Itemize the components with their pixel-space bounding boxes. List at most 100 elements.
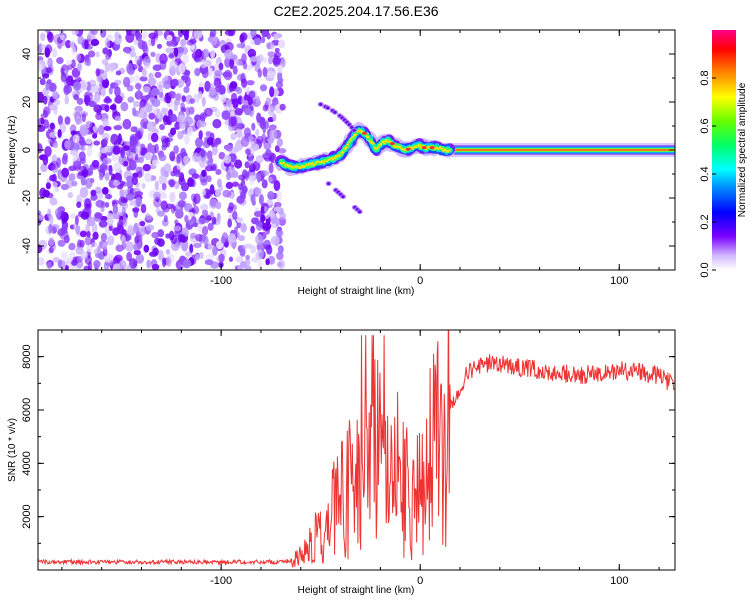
noise-blob [216, 212, 221, 222]
noise-blob [165, 95, 172, 104]
noise-blob [185, 76, 191, 88]
noise-blob [261, 223, 271, 232]
noise-blob [64, 140, 71, 150]
ridge-blob [305, 163, 308, 166]
noise-blob [267, 137, 274, 144]
noise-blob [225, 144, 233, 152]
noise-blob [87, 261, 93, 270]
noise-blob [260, 36, 266, 44]
branch-0-core [326, 106, 330, 110]
noise-blob [157, 249, 164, 261]
noise-blob [277, 261, 283, 268]
noise-blob [256, 172, 262, 183]
noise-blob [114, 86, 121, 97]
noise-blob [170, 234, 178, 245]
noise-blob [267, 70, 275, 78]
noise-blob [138, 227, 146, 237]
noise-blob [130, 126, 138, 133]
noise-blob [45, 30, 51, 34]
ridge-blob [314, 161, 317, 165]
noise-blob [259, 119, 267, 130]
noise-blob [57, 239, 66, 247]
spectrogram-xtick-label-2: 100 [610, 275, 628, 287]
branch-0-core [333, 111, 337, 114]
branch-1-core [341, 195, 345, 199]
noise-blob [201, 96, 206, 107]
branch-0-core [319, 103, 323, 106]
branch-0-core [350, 126, 354, 129]
noise-blob [254, 217, 260, 226]
noise-blob [177, 200, 186, 208]
spectrogram-ytick-label-3: 20 [21, 96, 33, 108]
noise-blob [277, 245, 284, 254]
noise-blob [47, 208, 52, 219]
noise-blob [70, 213, 76, 219]
noise-blob [125, 49, 131, 55]
noise-blob [225, 99, 232, 107]
noise-blob [50, 224, 60, 230]
noise-blob [236, 139, 242, 146]
noise-blob [48, 162, 56, 171]
ridge-blob [440, 147, 444, 150]
noise-blob [85, 177, 93, 189]
noise-blob [38, 91, 45, 103]
noise-blob [240, 261, 247, 268]
noise-blob [90, 189, 97, 197]
noise-blob [216, 240, 224, 250]
spectrogram-ylabel: Frequency (Hz) [7, 116, 18, 185]
ridge-blob [371, 142, 375, 145]
ridge-blob [313, 163, 316, 167]
noise-blob [85, 59, 91, 67]
noise-blob [263, 57, 268, 64]
noise-blob [230, 107, 236, 116]
noise-blob [150, 36, 156, 47]
noise-blob [114, 115, 122, 122]
noise-blob [67, 191, 74, 199]
noise-blob [275, 227, 283, 238]
noise-blob [277, 71, 283, 81]
noise-blob [211, 146, 218, 156]
ridge-peak-0 [361, 131, 367, 135]
noise-blob [114, 95, 123, 104]
noise-blob [205, 131, 212, 137]
noise-blob [197, 217, 206, 225]
noise-blob [113, 180, 121, 186]
noise-blob [81, 113, 86, 123]
noise-blob [98, 124, 105, 136]
noise-blob [181, 95, 186, 103]
noise-blob [111, 103, 117, 111]
noise-blob [72, 256, 78, 263]
noise-blob [175, 36, 181, 43]
noise-blob [93, 93, 101, 104]
ridge-blob [351, 136, 354, 139]
noise-blob [236, 122, 245, 130]
noise-blob [225, 181, 234, 189]
noise-blob [278, 39, 286, 49]
noise-blob [234, 159, 243, 169]
noise-blob [112, 145, 121, 155]
ridge-peak-3 [421, 146, 427, 150]
noise-blob [86, 146, 93, 157]
noise-blob [255, 95, 261, 104]
noise-blob [214, 137, 222, 145]
noise-blob [170, 127, 177, 136]
noise-blob [131, 175, 138, 186]
noise-blob [177, 234, 187, 243]
noise-blob [200, 203, 209, 211]
noise-blob [61, 260, 66, 270]
noise-blob [273, 180, 281, 192]
noise-blob [108, 87, 113, 95]
noise-blob [67, 75, 74, 82]
noise-blob [207, 243, 213, 251]
noise-blob [106, 235, 115, 246]
noise-blob [79, 79, 88, 91]
noise-blob [260, 214, 266, 222]
noise-blob [60, 183, 69, 191]
noise-blob [75, 224, 81, 235]
noise-blob [276, 190, 283, 202]
noise-blob [191, 152, 201, 163]
noise-blob [187, 219, 195, 226]
noise-blob [173, 145, 180, 155]
ridge-blob [306, 163, 309, 167]
